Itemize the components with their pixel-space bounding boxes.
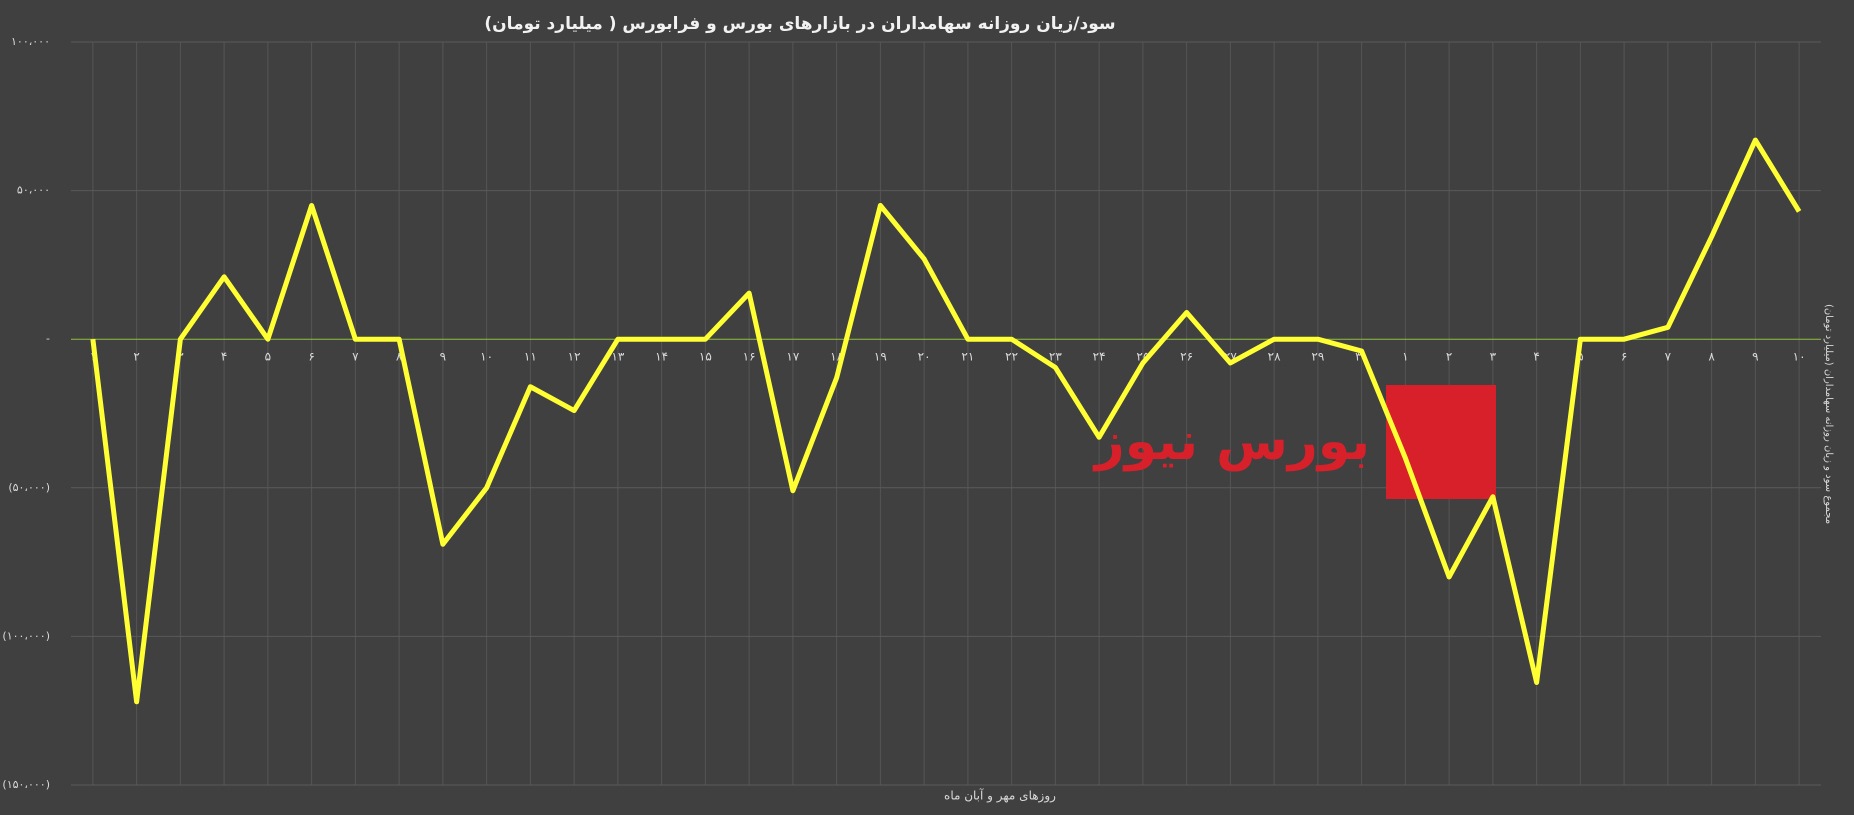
x-tick-label: ۹ [1752,350,1758,364]
x-tick-label: ۱ [1402,350,1408,364]
x-tick-label: ۲۱ [961,350,974,364]
x-tick-label: ۲۸ [1268,350,1281,364]
x-tick-label: ۸ [396,350,403,364]
y-tick-label: (۱۰۰،۰۰۰) [2,629,50,642]
x-tick-label: ۱۰ [480,350,493,364]
x-tick-label: ۱۷ [786,350,799,364]
y-tick-label: (۵۰،۰۰۰) [8,481,50,494]
x-tick-label: ۲۳ [1049,350,1062,364]
x-tick-label: ۱۵ [699,350,712,364]
logo-box [1386,385,1496,499]
x-tick-label: ۴ [221,350,227,364]
data-line [90,137,1802,705]
x-tick-label: ۲۴ [1093,350,1106,364]
x-tick-label: ۱۱ [524,350,537,364]
y-tick-label: ۵۰،۰۰۰ [17,184,50,197]
x-tick-label: ۱۲ [568,350,581,364]
y-tick-label: (۱۵۰،۰۰۰) [2,778,50,791]
x-tick-label: ۳ [1490,350,1497,364]
y-tick-label: - [46,332,50,345]
x-tick-label: ۲۲ [1005,350,1018,364]
x-tick-label: ۷ [1665,350,1672,364]
watermark: بورس نیوز [1092,385,1496,499]
x-tick-label: ۱۴ [655,350,668,364]
x-tick-label: ۶ [308,350,314,364]
x-tick-label: ۲ [133,350,139,364]
x-tick-label: ۱۰ [1793,350,1806,364]
x-tick-label: ۸ [1708,350,1715,364]
y-tick-label: ۱۰۰،۰۰۰ [11,35,50,48]
chart-title: سود/زیان روزانه سهامداران در بازارهای بو… [484,14,1115,34]
x-tick-label: ۷ [352,350,359,364]
x-tick-label: ۶ [1621,350,1627,364]
x-axis-label: روزهای مهر و آبان ماه [944,788,1056,804]
x-tick-label: ۱۳ [611,350,624,364]
x-tick-label: ۴ [1533,350,1539,364]
x-tick-label: ۲۹ [1311,350,1324,364]
y-axis-label: مجموع سود و زیان روزانه سهامداران (میلیا… [1823,304,1834,524]
watermark-text: بورس نیوز [1092,412,1370,472]
x-tick-label: ۵ [265,350,271,364]
x-tick-label: ۲ [1446,350,1452,364]
x-tick-label: ۲۶ [1180,350,1193,364]
x-tick-label: ۱۶ [743,350,756,364]
x-tick-label: ۲۰ [918,350,931,364]
x-tick-label: ۹ [440,350,446,364]
x-tick-label: ۱۹ [874,350,887,364]
